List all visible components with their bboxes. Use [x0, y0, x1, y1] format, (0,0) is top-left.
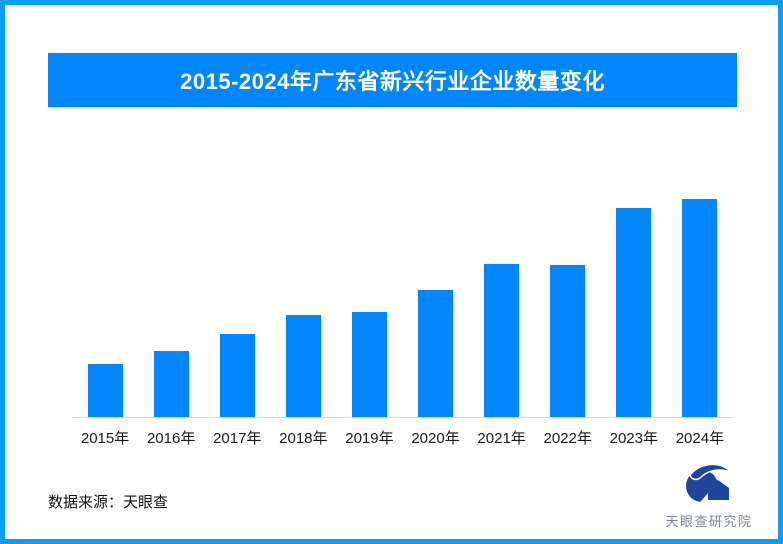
bar-2018年 — [285, 314, 321, 417]
bar-column — [72, 364, 138, 417]
bar-2020年 — [418, 289, 454, 417]
x-tick-label: 2022年 — [543, 430, 592, 447]
brand-logo: 天眼查研究院 — [653, 460, 765, 530]
x-tick-label: 2020年 — [411, 430, 460, 447]
bar-2023年 — [616, 207, 652, 417]
bar-column — [469, 263, 535, 417]
bar-2016年 — [153, 350, 189, 417]
bar-2017年 — [219, 333, 255, 417]
x-tick-label: 2016年 — [146, 430, 196, 447]
x-tick-label: 2017年 — [213, 430, 262, 447]
bar-column — [270, 314, 336, 417]
x-tick-label: 2021年 — [477, 430, 526, 447]
x-axis-labels: 2015年 2016年 2017年 2018年 2019年 2020年 2021年 2022年… — [72, 427, 733, 448]
bar-column — [336, 311, 402, 417]
bar-plot — [72, 192, 733, 417]
chart-title-banner: 2015-2024年广东省新兴行业企业数量变化 — [48, 53, 737, 107]
tianyancha-eye-icon — [686, 463, 733, 505]
bar-2022年 — [550, 265, 586, 417]
brand-logo-text: 天眼查研究院 — [665, 514, 753, 529]
bar-2015年 — [87, 364, 123, 417]
x-tick-label: 2018年 — [279, 430, 328, 447]
bar-column — [402, 289, 468, 417]
bar-2024年 — [682, 199, 718, 417]
x-tick-label: 2023年 — [609, 430, 658, 447]
infographic-page: 2015-2024年广东省新兴行业企业数量变化 2015年 2016年 2017年 2… — [5, 5, 778, 539]
x-axis-line — [72, 417, 733, 418]
x-tick-label: 2019年 — [345, 430, 394, 447]
x-tick-label: 2015年 — [80, 430, 130, 447]
bar-column — [138, 350, 204, 417]
bar-column — [601, 207, 667, 417]
page-title: 2015-2024年广东省新兴行业企业数量变化 — [180, 69, 605, 94]
data-source-note: 数据来源：天眼查 — [48, 494, 169, 511]
bar-column — [204, 333, 270, 417]
bar-2021年 — [484, 263, 520, 417]
x-tick-label: 2024年 — [675, 430, 725, 447]
bar-column — [667, 199, 733, 417]
bar-column — [535, 265, 601, 417]
bar-2019年 — [351, 311, 387, 417]
